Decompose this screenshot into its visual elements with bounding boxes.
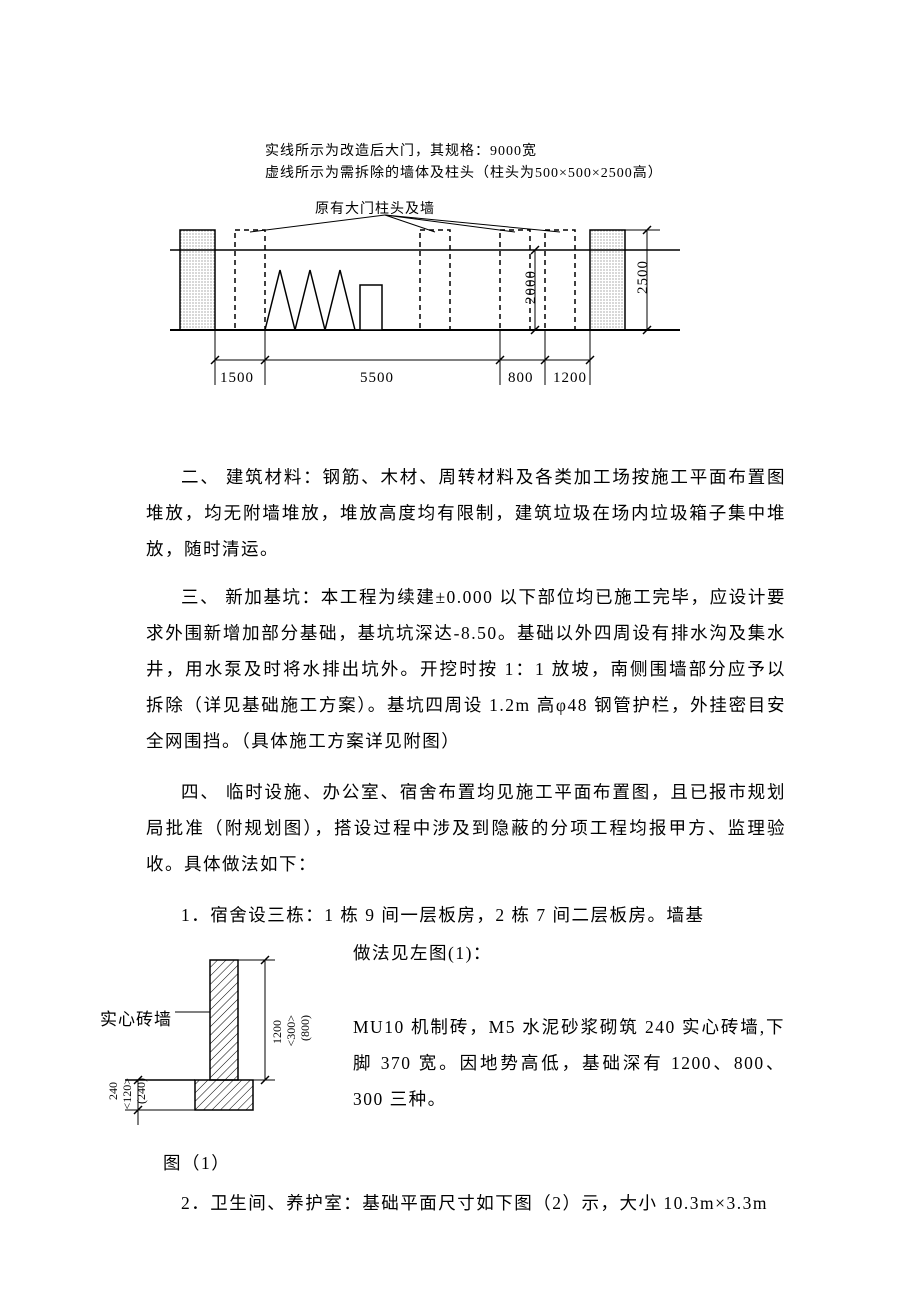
vdim-300: <300> xyxy=(284,1015,299,1047)
dim-800: 800 xyxy=(508,370,534,387)
dim-2000: 2000 xyxy=(523,270,540,304)
vdim-1200: 1200 xyxy=(270,1020,285,1044)
para-sub2: MU10 机制砖，M5 水泥砂浆砌筑 240 实心砖墙,下脚 370 宽。因地势… xyxy=(353,1010,785,1118)
vdim-800: (800) xyxy=(298,1015,313,1041)
wall-svg xyxy=(100,950,340,1135)
wall-foundation-diagram: 实心砖墙 xyxy=(100,950,340,1135)
ldim-240: 240 xyxy=(106,1082,121,1100)
figure-1-label: 图（1） xyxy=(163,1150,230,1175)
dim-5500: 5500 xyxy=(360,370,394,387)
dim-1500: 1500 xyxy=(220,370,254,387)
page: 实线所示为改造后大门，其规格：9000宽 虚线所示为需拆除的墙体及柱头（柱头为5… xyxy=(0,0,920,1302)
para-foundation-pit: 三、 新加基坑：本工程为续建±0.000 以下部位均已施工完毕，应设计要求外围新… xyxy=(146,580,786,759)
gate-elevation-diagram: 实线所示为改造后大门，其规格：9000宽 虚线所示为需拆除的墙体及柱头（柱头为5… xyxy=(165,140,725,400)
para-sub1: 做法见左图(1)： xyxy=(353,936,785,972)
ldim-120: <120> xyxy=(120,1078,135,1110)
ldim-240b: (240) xyxy=(134,1078,149,1104)
dim-1200: 1200 xyxy=(553,370,587,387)
para-bathroom-line: 2．卫生间、养护室：基础平面尺寸如下图（2）示，大小 10.3m×3.3m xyxy=(146,1186,786,1222)
para-dorm-line: 1．宿舍设三栋：1 栋 9 间一层板房，2 栋 7 间二层板房。墙基 xyxy=(146,898,786,934)
para-temp-facilities: 四、 临时设施、办公室、宿舍布置均见施工平面布置图，且已报市规划局批准（附规划图… xyxy=(146,775,786,883)
dim-2500: 2500 xyxy=(635,260,652,294)
para-materials: 二、 建筑材料：钢筋、木材、周转材料及各类加工场按施工平面布置图堆放，均无附墙堆… xyxy=(146,460,786,568)
